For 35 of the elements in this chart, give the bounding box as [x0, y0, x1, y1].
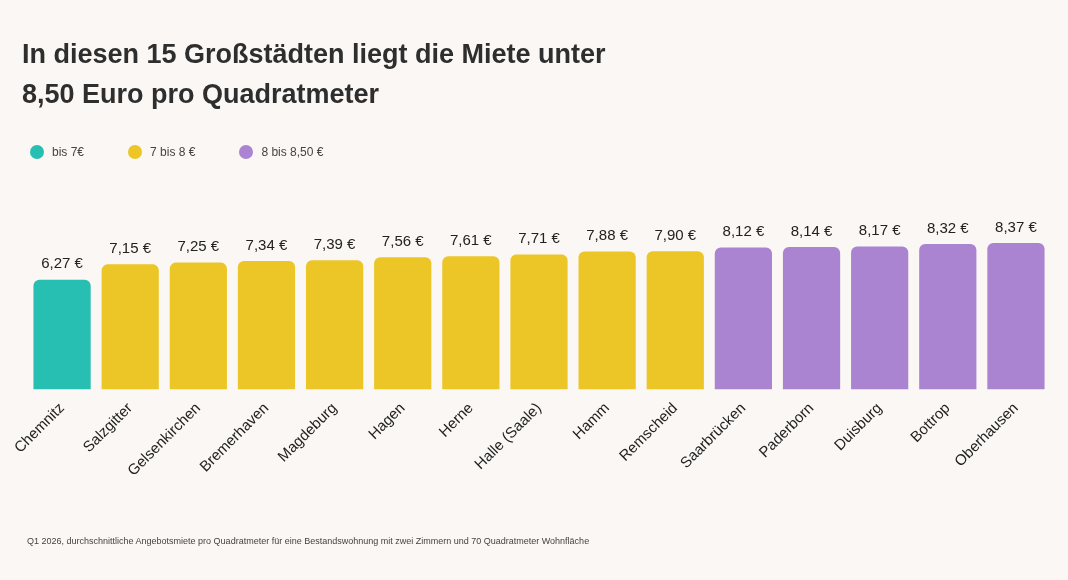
data-label: 7,25 € [177, 237, 220, 255]
data-label: 8,14 € [790, 221, 834, 239]
legend-label: bis 7€ [52, 145, 85, 159]
data-label: 7,15 € [109, 239, 152, 257]
data-label: 7,56 € [381, 231, 425, 249]
bar [578, 251, 636, 390]
chart-title: In diesen 15 Großstädten liegt die Miete unter 8,50 Euro pro Quadratmeter [22, 38, 607, 111]
bar [510, 254, 568, 390]
bar [237, 261, 296, 390]
data-label: 7,71 € [518, 229, 561, 247]
bar [305, 260, 364, 390]
bar [851, 246, 909, 390]
bar [782, 247, 841, 390]
legend-label: 8 bis 8,50 € [261, 145, 324, 159]
bar [101, 264, 159, 390]
bar [646, 251, 704, 390]
data-label: 8,37 € [995, 217, 1038, 235]
bar [987, 243, 1045, 390]
data-label: 7,61 € [450, 230, 493, 248]
bar [169, 262, 227, 390]
bar [714, 247, 773, 390]
bar [33, 279, 91, 390]
data-label: 8,32 € [926, 218, 970, 236]
data-label: 8,12 € [722, 222, 765, 240]
bar [442, 256, 500, 390]
data-label: 7,34 € [245, 235, 288, 253]
bar [374, 257, 432, 390]
data-label: 7,88 € [586, 226, 629, 244]
data-label: 6,27 € [41, 254, 84, 272]
bar [919, 243, 977, 390]
data-label: 7,39 € [313, 234, 357, 252]
legend-label: 7 bis 8 € [150, 145, 196, 159]
data-label: 7,90 € [654, 225, 697, 243]
text: Q1 2026, durchschnittliche Angebotsmiete pro Quadratmeter für eine Bestandswohnung mit zwei Zimmern und 70 Quadratmeter Wohnfläche [27, 536, 590, 546]
data-label: 8,17 € [858, 221, 902, 239]
